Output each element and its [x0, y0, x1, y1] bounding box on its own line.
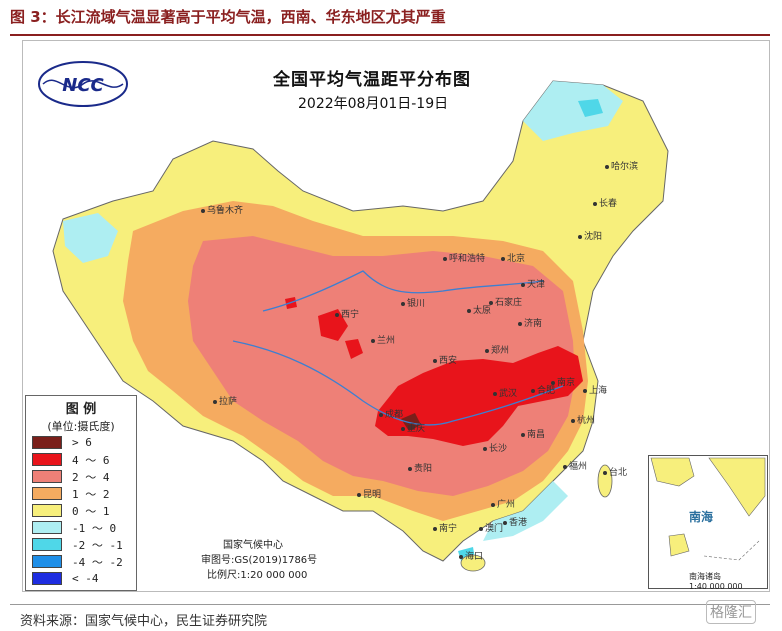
legend-row: 2 ～ 4 [32, 468, 136, 485]
city-label: 沈阳 [578, 229, 602, 242]
legend-label: -4 ～ -2 [72, 555, 123, 569]
credit-scale: 比例尺:1:20 000 000 [207, 570, 308, 581]
map-panel: NCC 全国平均气温距平分布图 2022年08月01日-19日 哈尔滨 长春 沈… [22, 40, 770, 592]
city-label: 重庆 [401, 421, 425, 434]
inset-title: 南海诸岛 [689, 572, 721, 581]
region-minus1to0-nw [63, 213, 118, 263]
city-label: 贵阳 [408, 461, 432, 474]
city-label: 昆明 [357, 487, 381, 500]
city-label: 南宁 [433, 521, 457, 534]
legend-swatch [32, 453, 62, 466]
city-label: 台北 [603, 465, 627, 478]
legend-swatch [32, 572, 62, 585]
city-label: 济南 [518, 316, 542, 329]
legend-row: -4 ～ -2 [32, 553, 136, 570]
city-label: 银川 [401, 296, 425, 309]
legend-label: 2 ～ 4 [72, 470, 110, 484]
city-label: 南京 [551, 375, 575, 388]
city-label: 西宁 [335, 307, 359, 320]
city-label: 天津 [521, 277, 545, 290]
legend-label: -1 ～ 0 [72, 521, 117, 535]
city-label: 太原 [467, 303, 491, 316]
region-minus2to-1-ne [578, 99, 603, 117]
city-label: 福州 [563, 459, 587, 472]
legend-swatch [32, 470, 62, 483]
legend-swatch [32, 521, 62, 534]
city-label: 合肥 [531, 383, 555, 396]
city-label: 长沙 [483, 441, 507, 454]
inset-label: 南海诸岛 1:40 000 000 [689, 571, 743, 591]
inset-sea-name: 南海 [689, 510, 714, 524]
legend-label: 4 ～ 6 [72, 453, 110, 467]
figure-title: 图 3：长江流域气温显著高于平均气温，西南、华东地区尤其严重 [10, 8, 446, 26]
credit-approval: 审图号:GS(2019)1786号 [201, 555, 318, 566]
city-label: 海口 [459, 549, 483, 562]
river-yellow [262, 270, 544, 312]
legend-label: > 6 [72, 436, 92, 449]
legend-label: < -4 [72, 572, 99, 585]
legend-row: -1 ～ 0 [32, 519, 136, 536]
region-4to6 [375, 346, 583, 446]
credit-org: 国家气候中心 [223, 540, 283, 551]
title-rule [10, 34, 770, 36]
south-china-sea-inset: 南海 南海诸岛 1:40 000 000 [648, 455, 768, 591]
legend-unit: (单位:摄氏度) [47, 420, 115, 433]
bottom-rule [10, 604, 770, 605]
city-label: 石家庄 [489, 295, 522, 308]
city-label: 拉萨 [213, 394, 237, 407]
legend: 图 例 (单位:摄氏度) > 6 4 ～ 6 2 ～ 4 1 ～ 2 0 ～ 1 -1 ～… [25, 395, 137, 591]
city-label: 香港 [503, 515, 527, 528]
logo-text: NCC [62, 75, 104, 96]
map-title: 全国平均气温距平分布图 [273, 70, 471, 90]
legend-label: -2 ～ -1 [72, 538, 123, 552]
map-subtitle: 2022年08月01日-19日 [298, 96, 449, 112]
legend-row: 0 ～ 1 [32, 502, 136, 519]
legend-row: > 6 [32, 434, 136, 451]
legend-row: < -4 [32, 570, 136, 587]
source-note: 资料来源：国家气候中心，民生证券研究院 [20, 614, 268, 629]
city-label: 呼和浩特 [443, 251, 485, 264]
region-4to6-north2 [345, 339, 363, 359]
city-label: 郑州 [485, 343, 509, 356]
legend-row: 4 ～ 6 [32, 451, 136, 468]
legend-label: 1 ～ 2 [72, 487, 110, 501]
legend-rows: > 6 4 ～ 6 2 ～ 4 1 ～ 2 0 ～ 1 -1 ～ 0 -2 ～ -1 -4 ～… [26, 434, 136, 587]
inset-scale: 1:40 000 000 [689, 582, 743, 591]
legend-swatch [32, 436, 62, 449]
city-label: 乌鲁木齐 [201, 203, 243, 216]
legend-label: 0 ～ 1 [72, 504, 110, 518]
city-label: 澳门 [479, 521, 503, 534]
city-label: 南昌 [521, 427, 545, 440]
legend-swatch [32, 538, 62, 551]
city-label: 哈尔滨 [605, 159, 638, 172]
city-label: 北京 [501, 251, 525, 264]
city-label: 上海 [583, 383, 607, 396]
legend-row: -2 ～ -1 [32, 536, 136, 553]
city-label: 广州 [491, 497, 515, 510]
legend-title: 图 例 [65, 402, 97, 417]
legend-swatch [32, 504, 62, 517]
inset-map [650, 457, 766, 561]
legend-row: 1 ～ 2 [32, 485, 136, 502]
region-minus1to0-ne [523, 81, 623, 141]
city-label: 兰州 [371, 333, 395, 346]
city-label: 长春 [593, 196, 617, 209]
legend-swatch [32, 487, 62, 500]
legend-swatch [32, 555, 62, 568]
city-label: 成都 [379, 407, 403, 420]
city-label: 西安 [433, 353, 457, 366]
city-label: 武汉 [493, 386, 517, 399]
anomaly-map [52, 80, 669, 572]
city-label: 杭州 [571, 413, 595, 426]
map-credits: 国家气候中心 审图号:GS(2019)1786号 比例尺:1:20 000 00… [201, 538, 317, 583]
watermark: 格隆汇 [706, 600, 756, 624]
ncc-logo: NCC [38, 61, 128, 107]
